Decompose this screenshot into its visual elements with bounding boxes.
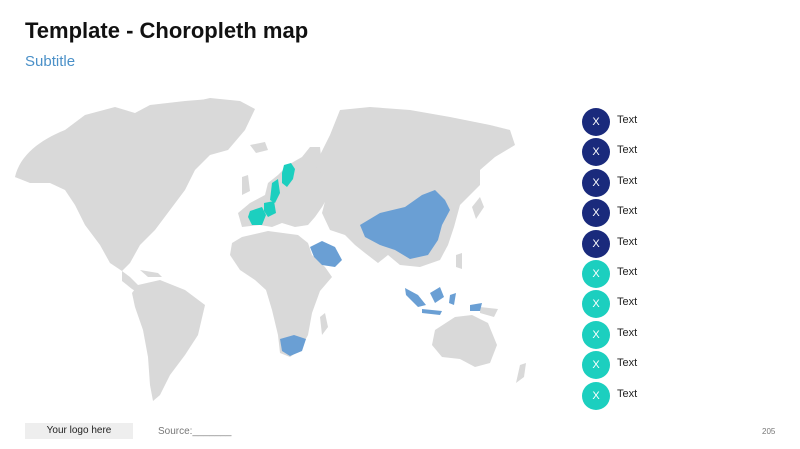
legend-item: X Text — [582, 349, 702, 380]
region-sweden — [270, 179, 280, 203]
legend-label: Text — [617, 114, 638, 126]
legend-swatch: X — [582, 138, 610, 167]
region-indonesia-sumatra — [405, 288, 426, 307]
legend-label: Text — [617, 235, 638, 248]
australia — [432, 315, 497, 367]
uk — [242, 175, 250, 195]
slide-title: Template - Choropleth map — [25, 18, 309, 43]
legend-label: Text — [617, 205, 638, 218]
legend-swatch: X — [582, 108, 610, 136]
legend-label: Text — [617, 357, 638, 370]
region-france — [248, 207, 266, 225]
source-note: Source:_______ — [158, 426, 232, 437]
legend-item: X Text — [582, 167, 702, 197]
slide-subtitle: Subtitle — [25, 53, 76, 70]
europe — [238, 147, 332, 227]
legend-label: Text — [617, 265, 638, 278]
legend-swatch: X — [582, 199, 610, 228]
africa — [230, 231, 332, 357]
legend-item: X Text — [582, 197, 702, 228]
region-indonesia-sulawesi — [449, 293, 456, 305]
legend-swatch: X — [582, 229, 610, 258]
legend-label: Text — [617, 296, 638, 309]
region-china — [360, 190, 450, 259]
region-south-africa — [280, 335, 306, 356]
region-saudi-arabia — [310, 241, 342, 267]
legend-label: Text — [617, 144, 638, 157]
legend-swatch: X — [582, 351, 610, 380]
madagascar — [320, 313, 328, 335]
alaska — [15, 170, 40, 183]
north-america — [15, 99, 235, 271]
legend-item: X Text — [582, 106, 702, 136]
region-indonesia-java — [422, 309, 442, 315]
caribbean — [140, 270, 162, 277]
japan — [472, 197, 484, 219]
world-map — [15, 98, 526, 401]
legend-swatch: X — [582, 259, 610, 288]
legend-label: Text — [617, 326, 638, 339]
greenland — [180, 98, 255, 155]
legend-label: Text — [617, 387, 638, 400]
legend-item: X Text — [582, 380, 702, 410]
legend-item: X Text — [582, 136, 702, 167]
papua-new-guinea — [480, 307, 498, 317]
south-america — [132, 280, 205, 401]
region-indonesia-papua — [470, 303, 482, 311]
land-masses — [15, 98, 526, 401]
region-indonesia-borneo — [430, 287, 444, 303]
iceland — [250, 142, 268, 153]
legend-swatch: X — [582, 290, 610, 319]
legend-item: X Text — [582, 258, 702, 288]
region-finland — [282, 163, 295, 187]
new-zealand — [516, 363, 526, 383]
logo-placeholder: Your logo here — [25, 423, 133, 439]
legend-swatch: X — [582, 320, 610, 349]
legend-item: X Text — [582, 319, 702, 349]
legend-item: X Text — [582, 288, 702, 319]
legend-label: Text — [617, 174, 638, 187]
legend: X Text X Text X Text X Text X Text X Text X Text X Text… — [582, 106, 702, 410]
legend-swatch: X — [582, 168, 610, 197]
legend-item: X Text — [582, 228, 702, 258]
region-germany — [264, 201, 276, 217]
philippines — [456, 253, 462, 269]
legend-swatch: X — [582, 381, 610, 410]
page-number: 205 — [762, 427, 776, 436]
